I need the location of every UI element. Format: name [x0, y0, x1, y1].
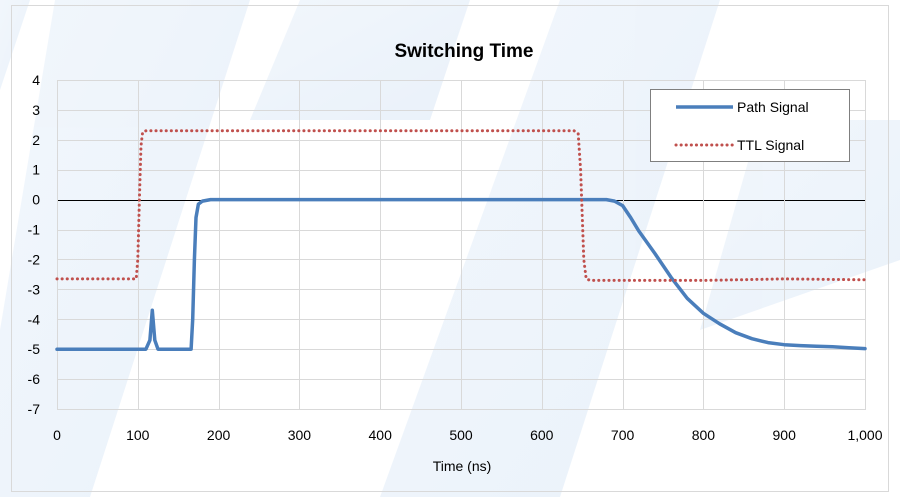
y-tick-label: 1 — [32, 162, 40, 178]
x-tick-label: 500 — [449, 427, 473, 443]
y-tick-label: -2 — [28, 251, 41, 267]
x-tick-label: 200 — [207, 427, 231, 443]
x-tick-label: 800 — [692, 427, 716, 443]
plot-area-border — [57, 80, 866, 410]
y-tick-label: -3 — [28, 281, 41, 297]
axes: 4 3 2 1 0 -1 -2 -3 -4 -5 -6 -7 0 100 200 300 400 500 600 70… — [28, 72, 883, 443]
x-tick-label: 700 — [611, 427, 635, 443]
x-axis-title: Time (ns) — [433, 458, 492, 474]
x-tick-label: 300 — [288, 427, 312, 443]
y-tick-label: 2 — [32, 132, 40, 148]
y-tick-label: -1 — [28, 222, 41, 238]
x-tick-label: 1,000 — [847, 427, 882, 443]
grid — [57, 80, 866, 410]
x-tick-label: 400 — [369, 427, 393, 443]
y-tick-label: -6 — [28, 371, 41, 387]
series-line-path-signal — [55, 197, 867, 351]
legend-label: Path Signal — [737, 99, 809, 115]
legend-box — [650, 89, 850, 162]
x-tick-label: 600 — [530, 427, 554, 443]
y-tick-label: -4 — [28, 311, 41, 327]
y-tick-label: 0 — [32, 192, 40, 208]
y-tick-label: 3 — [32, 102, 40, 118]
series-line-ttl-signal — [55, 129, 867, 282]
chart-border — [11, 5, 889, 492]
x-tick-label: 0 — [53, 427, 61, 443]
legend-label: TTL Signal — [737, 137, 804, 153]
legend: Path Signal TTL Signal — [650, 89, 850, 162]
y-tick-label: -7 — [28, 401, 41, 417]
x-tick-label: 100 — [126, 427, 150, 443]
series-layer — [55, 129, 867, 351]
x-tick-label: 900 — [773, 427, 797, 443]
y-tick-label: -5 — [28, 341, 41, 357]
y-tick-label: 4 — [32, 72, 40, 88]
chart-title: Switching Time — [394, 41, 533, 62]
